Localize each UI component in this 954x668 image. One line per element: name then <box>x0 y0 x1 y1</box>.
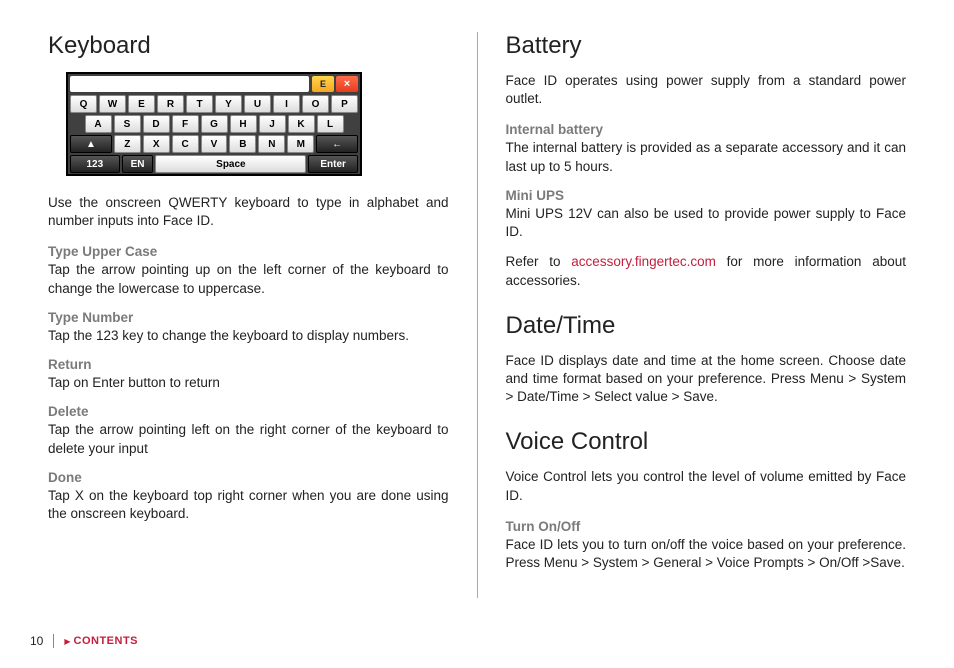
keyboard-sub: Type Upper Case Tap the arrow pointing up… <box>48 244 449 297</box>
accessory-link[interactable]: accessory.fingertec.com <box>571 254 716 269</box>
battery-intro: Face ID operates using power supply from… <box>506 72 907 108</box>
kbd-key: B <box>229 135 256 153</box>
page-footer: 10 ▶ CONTENTS <box>30 634 138 648</box>
triangle-icon: ▶ <box>64 637 70 646</box>
kbd-key: I <box>273 95 300 113</box>
keyboard-sub-title: Type Upper Case <box>48 244 449 259</box>
keyboard-sub-text: Tap the 123 key to change the keyboard t… <box>48 327 449 345</box>
right-column: Battery Face ID operates using power sup… <box>478 32 907 598</box>
battery-sub-text: Mini UPS 12V can also be used to provide… <box>506 205 907 241</box>
battery-sub: Internal battery The internal battery is … <box>506 122 907 175</box>
kbd-key: Q <box>70 95 97 113</box>
kbd-key: W <box>99 95 126 113</box>
kbd-key: G <box>201 115 228 133</box>
voice-sub-title: Turn On/Off <box>506 519 907 534</box>
keyboard-sub-text: Tap on Enter button to return <box>48 374 449 392</box>
datetime-text: Face ID displays date and time at the ho… <box>506 352 907 407</box>
battery-sub-text: The internal battery is provided as a se… <box>506 139 907 175</box>
kbd-key: A <box>85 115 112 133</box>
kbd-e-button: E <box>312 76 334 92</box>
kbd-key: E <box>128 95 155 113</box>
keyboard-sub: Type Number Tap the 123 key to change the… <box>48 310 449 345</box>
kbd-key: U <box>244 95 271 113</box>
voice-sub: Turn On/Off Face ID lets you to turn on/o… <box>506 519 907 572</box>
battery-sub: Mini UPS Mini UPS 12V can also be used to… <box>506 188 907 241</box>
kbd-key: P <box>331 95 358 113</box>
voice-intro: Voice Control lets you control the level… <box>506 468 907 504</box>
keyboard-sub-title: Return <box>48 357 449 372</box>
kbd-key: T <box>186 95 213 113</box>
heading-keyboard: Keyboard <box>48 32 449 60</box>
kbd-key: Y <box>215 95 242 113</box>
battery-refer: Refer to accessory.fingertec.com for mor… <box>506 253 907 289</box>
keyboard-sub-text: Tap the arrow pointing left on the right… <box>48 421 449 457</box>
kbd-key: Z <box>114 135 141 153</box>
heading-datetime: Date/Time <box>506 312 907 340</box>
kbd-key: D <box>143 115 170 133</box>
left-column: Keyboard E × QWERTYUIOP ASDFGHJKL ▲ZXCVB… <box>48 32 478 598</box>
heading-voice: Voice Control <box>506 428 907 456</box>
battery-sub-title: Internal battery <box>506 122 907 137</box>
refer-pre: Refer to <box>506 254 572 269</box>
kbd-key: F <box>172 115 199 133</box>
kbd-key: X <box>143 135 170 153</box>
kbd-key <box>346 115 359 133</box>
kbd-key: H <box>230 115 257 133</box>
keyboard-sub: Done Tap X on the keyboard top right corn… <box>48 470 449 523</box>
heading-battery: Battery <box>506 32 907 60</box>
keyboard-sub-title: Delete <box>48 404 449 419</box>
kbd-key: 123 <box>70 155 120 173</box>
footer-separator <box>53 634 54 648</box>
kbd-key: N <box>258 135 285 153</box>
kbd-key: K <box>288 115 315 133</box>
keyboard-sub-text: Tap the arrow pointing up on the left co… <box>48 261 449 297</box>
kbd-key: R <box>157 95 184 113</box>
battery-sub-title: Mini UPS <box>506 188 907 203</box>
keyboard-sub-title: Type Number <box>48 310 449 325</box>
kbd-key: V <box>201 135 228 153</box>
keyboard-sub: Delete Tap the arrow pointing left on the… <box>48 404 449 457</box>
kbd-key: Enter <box>308 155 358 173</box>
contents-link[interactable]: CONTENTS <box>74 635 139 647</box>
kbd-key: C <box>172 135 199 153</box>
keyboard-intro: Use the onscreen QWERTY keyboard to type… <box>48 194 449 230</box>
page-body: Keyboard E × QWERTYUIOP ASDFGHJKL ▲ZXCVB… <box>0 0 954 598</box>
page-number: 10 <box>30 634 53 648</box>
keyboard-sub-title: Done <box>48 470 449 485</box>
kbd-key: ← <box>316 135 358 153</box>
voice-sub-text: Face ID lets you to turn on/off the voic… <box>506 536 907 572</box>
kbd-key: M <box>287 135 314 153</box>
keyboard-sub: Return Tap on Enter button to return <box>48 357 449 392</box>
kbd-close-button: × <box>336 76 358 92</box>
kbd-key: Space <box>155 155 306 173</box>
kbd-key <box>70 115 83 133</box>
kbd-key: J <box>259 115 286 133</box>
kbd-key: L <box>317 115 344 133</box>
kbd-key: S <box>114 115 141 133</box>
kbd-key: EN <box>122 155 154 173</box>
kbd-text-field <box>70 76 309 92</box>
kbd-key: ▲ <box>70 135 112 153</box>
kbd-key: O <box>302 95 329 113</box>
keyboard-sub-text: Tap X on the keyboard top right corner w… <box>48 487 449 523</box>
keyboard-illustration: E × QWERTYUIOP ASDFGHJKL ▲ZXCVBNM← 123EN… <box>66 72 362 176</box>
